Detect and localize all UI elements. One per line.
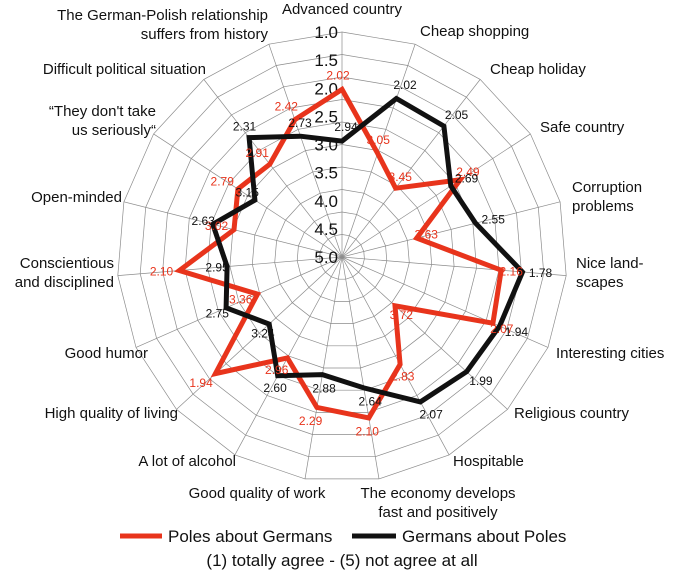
data-label-germans-about-poles: 2.64 — [359, 395, 383, 409]
spoke — [304, 256, 343, 479]
axis-label-they-don-t-take-us-seriously: “They don't take us seriously“ — [49, 103, 156, 139]
axis-label-high-quality-of-living: High quality of living — [45, 405, 178, 422]
tick-label: 4.0 — [314, 192, 338, 211]
data-label-germans-about-poles: 2.63 — [192, 214, 216, 228]
grid-ring — [162, 76, 522, 435]
data-label-poles-about-germans: 1.94 — [189, 376, 213, 390]
data-label-poles-about-germans: 3.72 — [390, 308, 414, 322]
axis-label-good-humor: Good humor — [65, 345, 148, 362]
axis-label-conscientious-and-disciplined: Conscientious and disciplined — [15, 255, 114, 291]
legend-label-poles-about-germans: Poles about Germans — [168, 527, 332, 546]
axis-label-good-quality-of-work: Good quality of work — [189, 485, 326, 502]
tick-label: 3.5 — [314, 164, 338, 183]
spoke — [341, 133, 531, 258]
series-line-germans-about-poles — [209, 95, 526, 405]
axis-label-safe-country: Safe country — [540, 119, 625, 136]
data-label-poles-about-germans: 3.63 — [415, 228, 439, 242]
axis-label-cheap-shopping: Cheap shopping — [420, 23, 529, 40]
tick-label: 1.5 — [314, 51, 338, 70]
spoke — [153, 133, 343, 258]
spoke — [341, 256, 549, 348]
scale-note: (1) totally agree - (5) not agree at all — [206, 551, 477, 570]
spoke — [341, 256, 380, 479]
data-label-poles-about-germans: 2.91 — [246, 146, 270, 160]
grid-ring — [296, 211, 388, 302]
data-label-poles-about-germans: 2.29 — [299, 414, 323, 428]
data-label-germans-about-poles: 2.60 — [263, 381, 287, 395]
tick-label: 1.0 — [314, 23, 338, 42]
grid-ring — [117, 31, 567, 480]
spoke — [135, 256, 343, 348]
axis-label-religious-country: Religious country — [514, 405, 630, 422]
axis-label-a-lot-of-alcohol: A lot of alcohol — [138, 453, 236, 470]
spoke — [341, 79, 481, 258]
data-label-germans-about-poles: 2.55 — [482, 213, 506, 227]
axis-label-cheap-holiday: Cheap holiday — [490, 61, 586, 78]
tick-label: 4.5 — [314, 220, 338, 239]
tick-label: 2.5 — [314, 107, 338, 126]
data-label-germans-about-poles: 3.15 — [236, 185, 260, 199]
data-label-poles-about-germans: 2.49 — [456, 165, 480, 179]
data-label-germans-about-poles: 1.94 — [505, 325, 529, 339]
data-label-poles-about-germans: 3.45 — [389, 170, 413, 184]
axis-label-nice-land-scapes: Nice land-scapes — [576, 255, 644, 291]
tick-label: 5.0 — [314, 248, 338, 267]
data-label-germans-about-poles: 2.95 — [205, 261, 229, 275]
data-label-poles-about-germans: 2.02 — [326, 68, 350, 82]
data-label-germans-about-poles: 2.02 — [393, 78, 417, 92]
axis-label-difficult-political-situation: Difficult political situation — [43, 61, 206, 78]
grid-ring — [207, 121, 477, 391]
data-label-germans-about-poles: 2.94 — [334, 120, 358, 134]
radial-tick-labels: 1.01.52.02.53.03.54.04.55.0 — [314, 23, 338, 267]
data-label-germans-about-poles: 2.31 — [233, 120, 257, 134]
grid-ring — [274, 189, 410, 324]
axis-label-the-economy-develops-fast-and-positively: The economy develops fast and positively — [360, 485, 515, 521]
radar-spokes — [117, 32, 567, 479]
axis-label-open-minded: Open-minded — [31, 189, 122, 206]
data-label-germans-about-poles: 2.07 — [419, 407, 443, 421]
data-label-germans-about-poles: 3.24 — [251, 327, 275, 341]
data-label-germans-about-poles: 2.75 — [206, 307, 230, 321]
data-label-poles-about-germans: 2.10 — [150, 265, 174, 279]
data-label-germans-about-poles: 2.05 — [445, 108, 469, 122]
data-label-germans-about-poles: 2.69 — [455, 171, 479, 185]
data-label-poles-about-germans: 2.10 — [356, 425, 380, 439]
legend: Poles about Germans Germans about Poles — [120, 527, 566, 546]
grid-ring — [319, 234, 365, 280]
data-labels: 2.02 3.05 3.45 2.49 3.63 2.16 2.07 3.72 2.83 2.10… — [150, 68, 553, 438]
data-label-poles-about-germans: 2.83 — [391, 370, 415, 384]
spoke — [341, 256, 508, 410]
spoke — [203, 79, 343, 258]
axis-label-interesting-cities: Interesting cities — [556, 345, 664, 362]
axis-labels: Advanced country Cheap shopping Cheap holi… — [15, 1, 665, 521]
grid-ring — [251, 166, 433, 347]
data-label-poles-about-germans: 3.36 — [229, 293, 253, 307]
spoke — [341, 256, 567, 276]
spoke — [341, 201, 561, 258]
data-label-germans-about-poles: 2.88 — [312, 381, 336, 395]
spoke — [341, 256, 450, 456]
spoke — [268, 44, 343, 258]
series-lines — [173, 85, 526, 421]
grid-ring — [139, 54, 545, 458]
data-label-germans-about-poles: 1.78 — [529, 266, 553, 280]
axis-label-the-german-polish-relationship-suffers-from-history: The German-Polish relationship suffers fr… — [57, 7, 268, 43]
data-label-poles-about-germans: 3.05 — [367, 133, 391, 147]
data-label-poles-about-germans: 2.96 — [265, 363, 289, 377]
axis-label-advanced-country: Advanced country — [282, 1, 403, 18]
data-label-poles-about-germans: 3.02 — [205, 219, 229, 233]
grid-ring — [229, 144, 455, 369]
data-label-poles-about-germans: 2.07 — [490, 322, 514, 336]
data-label-germans-about-poles: 1.99 — [469, 374, 493, 388]
legend-label-germans-about-poles: Germans about Poles — [402, 527, 566, 546]
data-label-poles-about-germans: 2.16 — [500, 264, 524, 278]
spoke — [117, 256, 343, 276]
axis-label-corruption-problems: Corruption problems — [572, 179, 642, 215]
spoke — [176, 256, 343, 410]
data-label-germans-about-poles: 2.73 — [288, 116, 312, 130]
data-label-poles-about-germans: 2.42 — [275, 100, 299, 114]
axis-label-hospitable: Hospitable — [453, 453, 524, 470]
data-label-poles-about-germans: 2.79 — [211, 174, 235, 188]
